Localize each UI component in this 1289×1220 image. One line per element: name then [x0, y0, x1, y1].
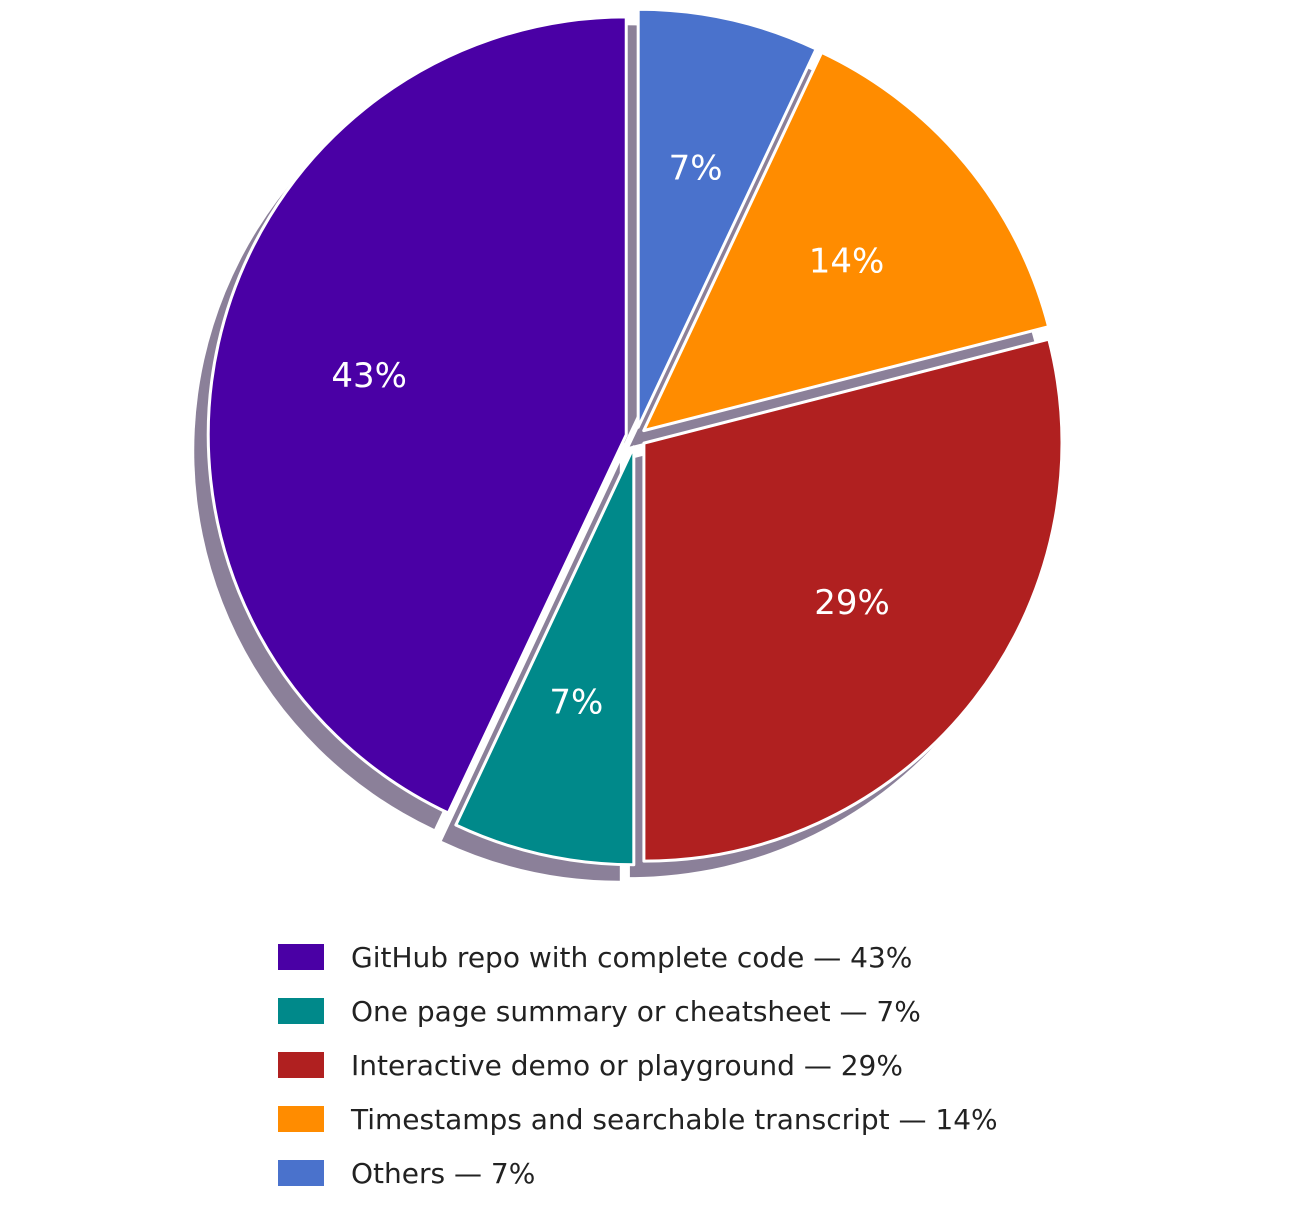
legend-swatch-others — [278, 1160, 324, 1186]
pie-chart: 7% 14% 29% 7% 43% — [194, 7, 1064, 881]
legend-label-timestamps-and-searchable-transcript: Timestamps and searchable transcript — 1… — [351, 1102, 998, 1136]
pie-slice-github-repo-with-complete-code — [206, 15, 628, 815]
legend-item-one-page-summary-or-cheatsheet: One page summary or cheatsheet — 7% — [278, 984, 998, 1038]
legend-swatch-one-page-summary-or-cheatsheet — [278, 998, 324, 1024]
legend-label-github-repo-with-complete-code: GitHub repo with complete code — 43% — [351, 940, 913, 974]
slice-labels: 7% 14% 29% 7% 43% — [331, 149, 889, 723]
legend-swatch-github-repo-with-complete-code — [278, 944, 324, 970]
legend: GitHub repo with complete code — 43% One … — [278, 930, 998, 1200]
legend-item-interactive-demo-or-playground: Interactive demo or playground — 29% — [278, 1038, 998, 1092]
slice-label-interactive-demo-or-playground: 29% — [814, 583, 890, 623]
pie-slice-timestamps-and-searchable-transcript — [642, 50, 1051, 433]
legend-item-others: Others — 7% — [278, 1146, 998, 1200]
slice-label-one-page-summary-or-cheatsheet: 7% — [549, 682, 603, 722]
pie-slice-others — [636, 7, 818, 429]
legend-swatch-interactive-demo-or-playground — [278, 1052, 324, 1078]
legend-swatch-timestamps-and-searchable-transcript — [278, 1106, 324, 1132]
legend-label-one-page-summary-or-cheatsheet: One page summary or cheatsheet — 7% — [351, 994, 921, 1028]
legend-item-timestamps-and-searchable-transcript: Timestamps and searchable transcript — 1… — [278, 1092, 998, 1146]
pie-slice-interactive-demo-or-playground — [642, 337, 1064, 863]
legend-item-github-repo-with-complete-code: GitHub repo with complete code — 43% — [278, 930, 998, 984]
slice-label-timestamps-and-searchable-transcript: 14% — [809, 241, 885, 281]
pie-slice-one-page-summary-or-cheatsheet — [454, 445, 636, 867]
legend-label-interactive-demo-or-playground: Interactive demo or playground — 29% — [351, 1048, 903, 1082]
slice-label-github-repo-with-complete-code: 43% — [331, 356, 407, 396]
pie-slices — [206, 7, 1064, 867]
legend-label-others: Others — 7% — [351, 1156, 536, 1190]
slice-label-others: 7% — [669, 149, 723, 189]
